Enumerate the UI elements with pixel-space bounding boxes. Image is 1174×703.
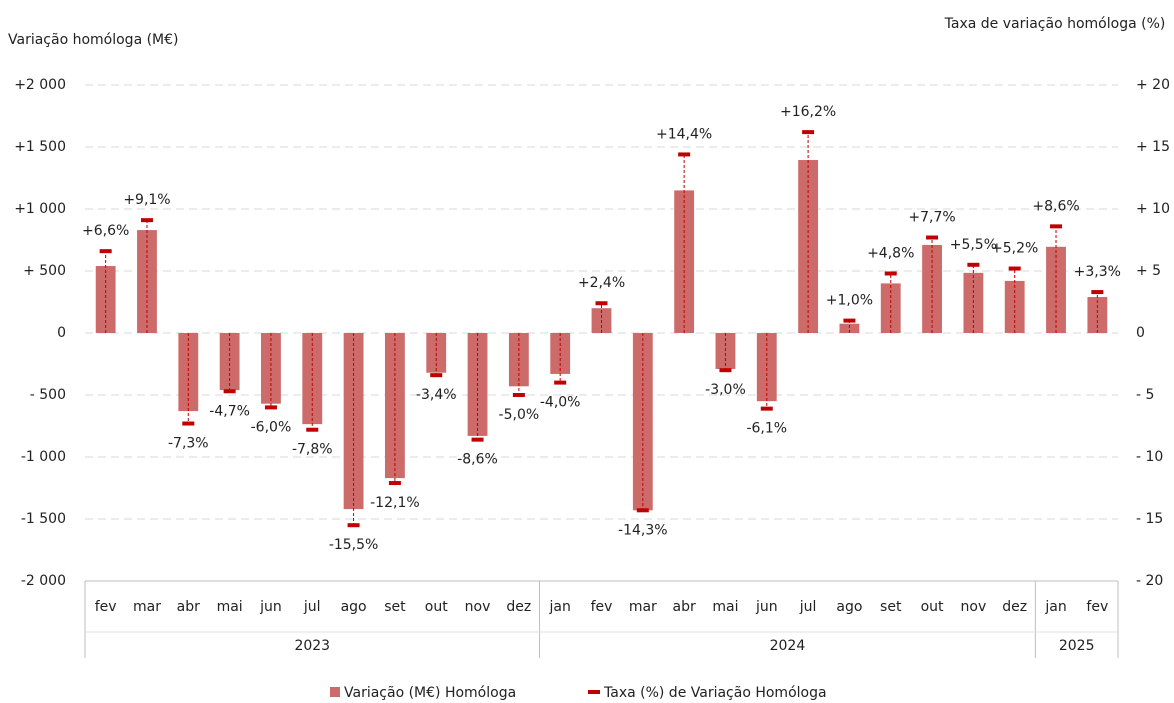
data-label: -7,3% [168, 436, 209, 452]
y2-tick-label: + 10 [1136, 201, 1170, 217]
data-label: -14,3% [618, 522, 668, 538]
bar [219, 333, 240, 391]
bar [343, 333, 364, 510]
x-tick-label: out [425, 599, 448, 615]
data-label: +5,5% [950, 237, 997, 253]
data-label: -3,4% [416, 387, 457, 403]
y2-tick-label: - 10 [1136, 449, 1163, 465]
y2-tick-label: + 15 [1136, 139, 1170, 155]
y-tick-label: -1 500 [21, 511, 66, 527]
y2-tick-label: + 20 [1136, 77, 1170, 93]
bar [880, 283, 901, 333]
bar [839, 323, 860, 333]
data-label: -5,0% [499, 407, 540, 423]
data-label: -6,0% [251, 419, 292, 435]
x-tick-label: mai [217, 599, 243, 615]
data-label: -7,8% [292, 442, 333, 458]
x-tick-label: nov [961, 599, 987, 615]
y-tick-label: - 500 [30, 387, 66, 403]
y2-tick-label: 0 [1136, 325, 1145, 341]
data-label: -4,0% [540, 395, 581, 411]
data-label: -3,0% [705, 382, 746, 398]
x-tick-label: dez [1002, 599, 1027, 615]
x-tick-label: abr [177, 599, 200, 615]
x-tick-label: jun [755, 599, 778, 615]
bar [426, 333, 447, 373]
x-tick-label: nov [465, 599, 491, 615]
y2-axis-title: Taxa de variação homóloga (%) [944, 16, 1166, 32]
y-tick-label: 0 [57, 325, 66, 341]
x-tick-label: dez [506, 599, 531, 615]
legend-label: Taxa (%) de Variação Homóloga [603, 685, 827, 701]
data-label: +2,4% [578, 275, 625, 291]
y2-tick-label: + 5 [1136, 263, 1161, 279]
bar [178, 333, 199, 412]
y-axis-title: Variação homóloga (M€) [8, 32, 179, 48]
group-label: 2025 [1059, 638, 1095, 654]
data-label: +8,6% [1032, 198, 1079, 214]
y-tick-label: +1 000 [14, 201, 66, 217]
data-label: +3,3% [1074, 264, 1121, 280]
bar [756, 333, 777, 402]
data-label: -12,1% [370, 495, 420, 511]
data-label: -15,5% [329, 537, 379, 553]
y-tick-label: + 500 [23, 263, 66, 279]
data-label: +4,8% [867, 245, 914, 261]
y2-tick-label: - 20 [1136, 573, 1163, 589]
x-tick-label: fev [95, 599, 117, 615]
x-tick-label: ago [836, 599, 862, 615]
x-tick-label: mar [629, 599, 657, 615]
legend-swatch [330, 687, 340, 697]
x-tick-label: jul [303, 599, 321, 615]
y-tick-label: -2 000 [21, 573, 66, 589]
x-tick-label: jun [259, 599, 282, 615]
bar [922, 244, 942, 333]
bar [1046, 246, 1066, 333]
x-tick-label: abr [673, 599, 696, 615]
data-label: +5,2% [991, 241, 1038, 257]
y-tick-label: +2 000 [14, 77, 66, 93]
x-tick-label: fev [591, 599, 613, 615]
x-tick-label: fev [1086, 599, 1108, 615]
y-tick-label: -1 000 [21, 449, 66, 465]
group-label: 2024 [770, 638, 806, 654]
x-tick-label: jan [549, 599, 571, 615]
x-tick-label: ago [341, 599, 367, 615]
x-tick-label: jan [1044, 599, 1066, 615]
data-label: +1,0% [826, 293, 873, 309]
x-tick-label: mar [133, 599, 161, 615]
data-label: -8,6% [457, 452, 498, 468]
legend-label: Variação (M€) Homóloga [344, 685, 516, 701]
x-tick-label: set [384, 599, 406, 615]
bar [632, 333, 653, 511]
x-tick-label: out [921, 599, 944, 615]
group-label: 2023 [294, 638, 330, 654]
data-label: -6,1% [746, 421, 787, 437]
x-tick-label: mai [712, 599, 738, 615]
y2-tick-label: - 15 [1136, 511, 1163, 527]
data-label: +7,7% [908, 210, 955, 226]
x-tick-label: jul [799, 599, 817, 615]
data-label: -4,7% [209, 403, 250, 419]
bar [95, 266, 116, 333]
data-label: +14,4% [656, 126, 712, 142]
data-label: +9,1% [123, 192, 170, 208]
data-label: +16,2% [780, 104, 836, 120]
x-tick-label: set [880, 599, 902, 615]
y2-tick-label: - 5 [1136, 387, 1154, 403]
data-label: +6,6% [82, 223, 129, 239]
y-tick-label: +1 500 [14, 139, 66, 155]
